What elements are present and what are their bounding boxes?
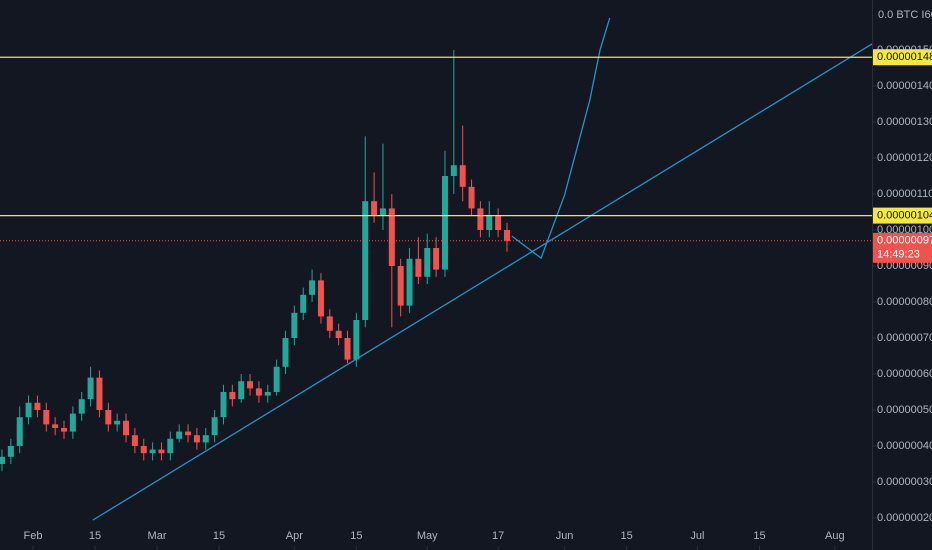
- candle-body: [264, 391, 271, 396]
- candle-body: [344, 337, 351, 360]
- candle-body: [273, 366, 280, 392]
- x-tick-label: May: [417, 530, 438, 542]
- candle-body: [238, 381, 245, 400]
- y-tick-label: 0.00000020: [877, 512, 932, 524]
- candle-body: [503, 230, 510, 241]
- candle-body: [326, 316, 333, 331]
- y-tick-label: 0.00000090: [877, 260, 932, 272]
- candle-body: [388, 208, 395, 267]
- y-tick-label: 0.00000110: [877, 188, 932, 200]
- projection: [511, 17, 611, 260]
- candle-body: [459, 165, 466, 187]
- candle-body: [300, 294, 307, 313]
- candle-body: [61, 427, 68, 432]
- y-tick-label: 0.00000140: [877, 80, 932, 92]
- x-tick-label: Jun: [556, 530, 574, 542]
- candle-body: [16, 417, 23, 446]
- x-tick-label: Feb: [24, 530, 43, 542]
- candle-body: [309, 280, 316, 295]
- y-tick-label: 0.00000050: [877, 404, 932, 416]
- candle-body: [78, 399, 85, 414]
- candle-body: [362, 201, 369, 320]
- candle-body: [317, 280, 324, 317]
- level-label: 0.00000148: [877, 51, 932, 63]
- candle-body: [7, 445, 14, 457]
- plot-area: [0, 17, 873, 521]
- candle-body: [167, 438, 174, 454]
- level-label-box: [873, 49, 932, 66]
- candle-body: [220, 391, 227, 418]
- y-tick-label: 0.00000080: [877, 296, 932, 308]
- candle-body: [158, 449, 165, 454]
- axis-header: 0.0 BTC I60: [878, 9, 932, 21]
- candle-body: [193, 435, 200, 443]
- candle-body: [34, 402, 41, 410]
- candle-body: [185, 431, 192, 436]
- candle-body: [114, 420, 121, 425]
- candle-body: [415, 258, 422, 277]
- candle-body: [176, 431, 183, 439]
- level-label: 0.00000104: [877, 210, 932, 222]
- candle-body: [211, 417, 218, 436]
- candle-body: [371, 201, 378, 216]
- candle-body: [87, 377, 94, 400]
- level-label-box: [873, 207, 932, 224]
- candle-body: [335, 330, 342, 338]
- candle-body: [229, 391, 236, 400]
- y-tick-label: 0.00000060: [877, 368, 932, 380]
- candle-body: [149, 449, 156, 454]
- candle-body: [450, 165, 457, 177]
- candle-body: [25, 402, 32, 418]
- candle-body: [291, 312, 298, 338]
- candle-body: [379, 208, 386, 216]
- candle-body: [486, 215, 493, 231]
- candle-body: [255, 388, 262, 396]
- candle-body: [424, 248, 431, 277]
- candle-body: [43, 409, 50, 425]
- current-price-box: [873, 232, 932, 263]
- y-tick-label: 0.00000120: [877, 152, 932, 164]
- candle-body: [52, 424, 59, 428]
- candle-body: [441, 176, 448, 270]
- current-price-label: 0.00000097: [877, 235, 932, 247]
- candle-body: [495, 215, 502, 231]
- x-tick-label: 17: [492, 530, 504, 542]
- candle-body: [69, 413, 76, 432]
- candle-body: [433, 248, 440, 270]
- candle-body: [247, 381, 254, 389]
- candle-body: [140, 445, 147, 454]
- candle-body: [353, 319, 360, 360]
- candle-body: [202, 435, 209, 443]
- countdown-label: 14:49:23: [877, 249, 920, 261]
- x-tick-label: Mar: [148, 530, 167, 542]
- x-tick-label: 15: [350, 530, 362, 542]
- x-tick-label: 15: [89, 530, 101, 542]
- candle-body: [282, 337, 289, 367]
- y-tick-label: 0.00000070: [877, 332, 932, 344]
- x-tick-label: Jul: [690, 530, 704, 542]
- candle-body: [0, 456, 5, 464]
- candle-body: [468, 186, 475, 209]
- candle-body: [397, 266, 404, 306]
- x-tick-label: 15: [753, 530, 765, 542]
- candle-body: [105, 409, 112, 425]
- trendline: [92, 43, 873, 521]
- candle-body: [131, 435, 138, 446]
- x-tick-label: Apr: [286, 530, 303, 542]
- y-tick-label: 0.00000030: [877, 476, 932, 488]
- candle-body: [96, 377, 103, 410]
- candle-body: [477, 208, 484, 231]
- candle-body: [406, 258, 413, 306]
- x-tick-label: Aug: [825, 530, 845, 542]
- y-tick-label: 0.00000040: [877, 440, 932, 452]
- x-tick-label: 15: [620, 530, 632, 542]
- axes: 0.00000020 0.00000030 0.00000040 0.00000050…: [24, 44, 932, 550]
- candle-body: [123, 420, 130, 436]
- x-tick-label: 15: [213, 530, 225, 542]
- y-tick-label: 0.00000130: [877, 116, 932, 128]
